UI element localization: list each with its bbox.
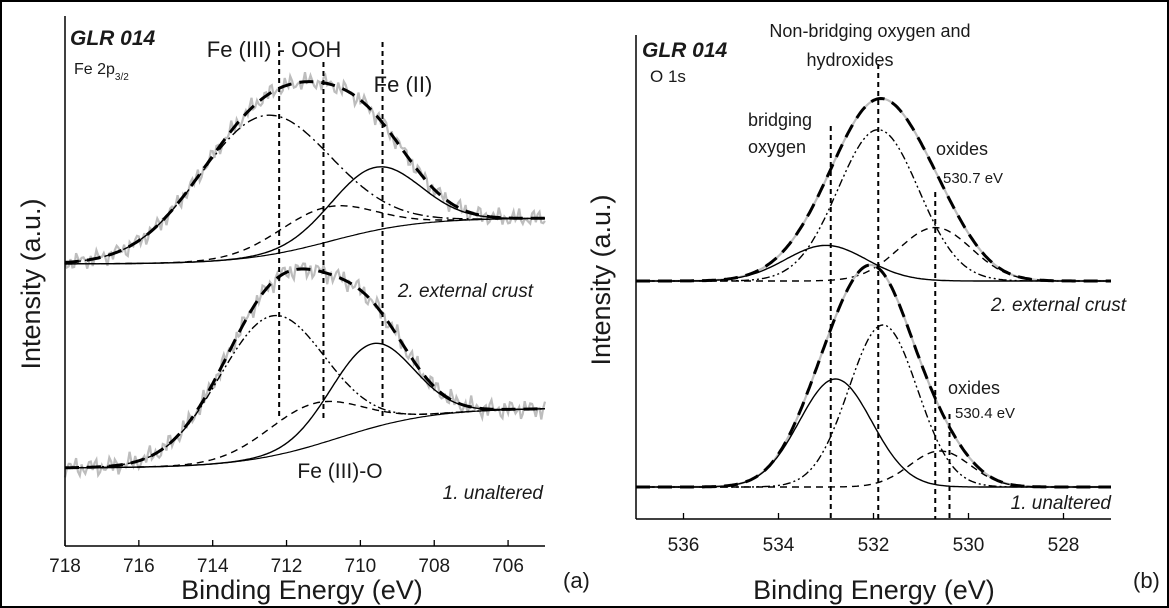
oxides-label-bottom: oxides [948,378,1000,398]
x-axis-label-b: Binding Energy (eV) [753,575,995,605]
fit-component-dash-dot-dot [636,128,1111,282]
region-sub-a: 3/2 [115,72,129,83]
plot-area-a [63,42,547,480]
x-tick-label: 530 [953,535,985,556]
peak-label-fe3-ooh: Fe (III) - OOH [207,37,341,62]
raw-spectrum [63,261,547,480]
bridging-label-line1: bridging [748,110,812,130]
y-axis-label-b: Intensity (a.u.) [586,194,616,365]
fit-component-dashed [636,450,1111,488]
raw-spectrum [636,97,1111,283]
fit-component-dash-dot [64,114,546,264]
spectrum-label-a-unaltered: 1. unaltered [443,483,545,504]
bridging-label-line2: oxygen [748,137,806,157]
x-tick-label: 536 [668,535,700,556]
x-ticks-a: 718 716 714 712 710 708 706 [49,540,524,577]
fit-component-dash-dot-dot [65,314,545,469]
fit-component-solid [636,244,1111,282]
x-tick-label: 716 [123,556,155,577]
x-tick-label: 532 [858,535,890,556]
fit-component-solid [65,166,545,265]
x-tick-label: 706 [492,556,524,577]
nbo-label-line1: Non-bridging oxygen and [769,21,970,41]
x-axis-label-a: Binding Energy (eV) [181,575,423,605]
plot-area-b [636,64,1111,519]
fit-component-dashed [65,400,545,469]
nbo-label-line2: hydroxides [806,50,893,70]
x-tick-label: 710 [345,556,377,577]
x-tick-label: 708 [418,556,450,577]
fit-envelope [65,267,545,470]
sample-label-a: GLR 014 [70,27,156,50]
fit-envelope [636,96,1111,283]
oxides-ev-bottom: 530.4 eV [955,405,1015,422]
peak-label-fe3-o: Fe (III)-O [297,460,382,483]
y-axis-label-a: Intensity (a.u.) [16,198,46,369]
fit-component-dashed [636,226,1111,282]
fit-component-dashed [65,205,545,265]
x-tick-label: 528 [1048,535,1080,556]
panel-label-b: (b) [1133,568,1160,593]
peak-label-fe2: Fe (II) [374,72,433,97]
x-tick-label: 714 [197,556,229,577]
spectrum-label-a-external-crust: 2. external crust [397,281,534,302]
fit-envelope [636,263,1111,489]
x-tick-label: 712 [271,556,303,577]
x-ticks-b: 536 534 532 530 528 [668,513,1080,556]
panel-a: 718 716 714 712 710 708 706 GLR 014 Fe 2p3/2 F… [16,16,590,605]
region-label-a: Fe 2p3/2 [74,61,129,83]
raw-spectrum [63,71,546,270]
oxides-label-top: oxides [936,139,988,159]
spectrum-label-b-external-crust: 2. external crust [990,295,1127,316]
region-main-a: Fe 2p [74,61,115,78]
spectrum-label-b-unaltered: 1. unaltered [1011,493,1113,514]
oxides-ev-top: 530.7 eV [943,170,1003,187]
x-tick-label: 534 [763,535,795,556]
fit-envelope [64,80,545,264]
fit-component-dash-dot-dot [636,324,1111,488]
fit-component-solid [636,378,1111,488]
x-tick-label: 718 [49,556,81,577]
panel-label-a: (a) [563,568,590,593]
panel-b: 536 534 532 530 528 GLR 014 O 1s Non-bridgin… [586,21,1160,605]
sample-label-b: GLR 014 [642,39,728,62]
region-label-b: O 1s [650,67,686,86]
